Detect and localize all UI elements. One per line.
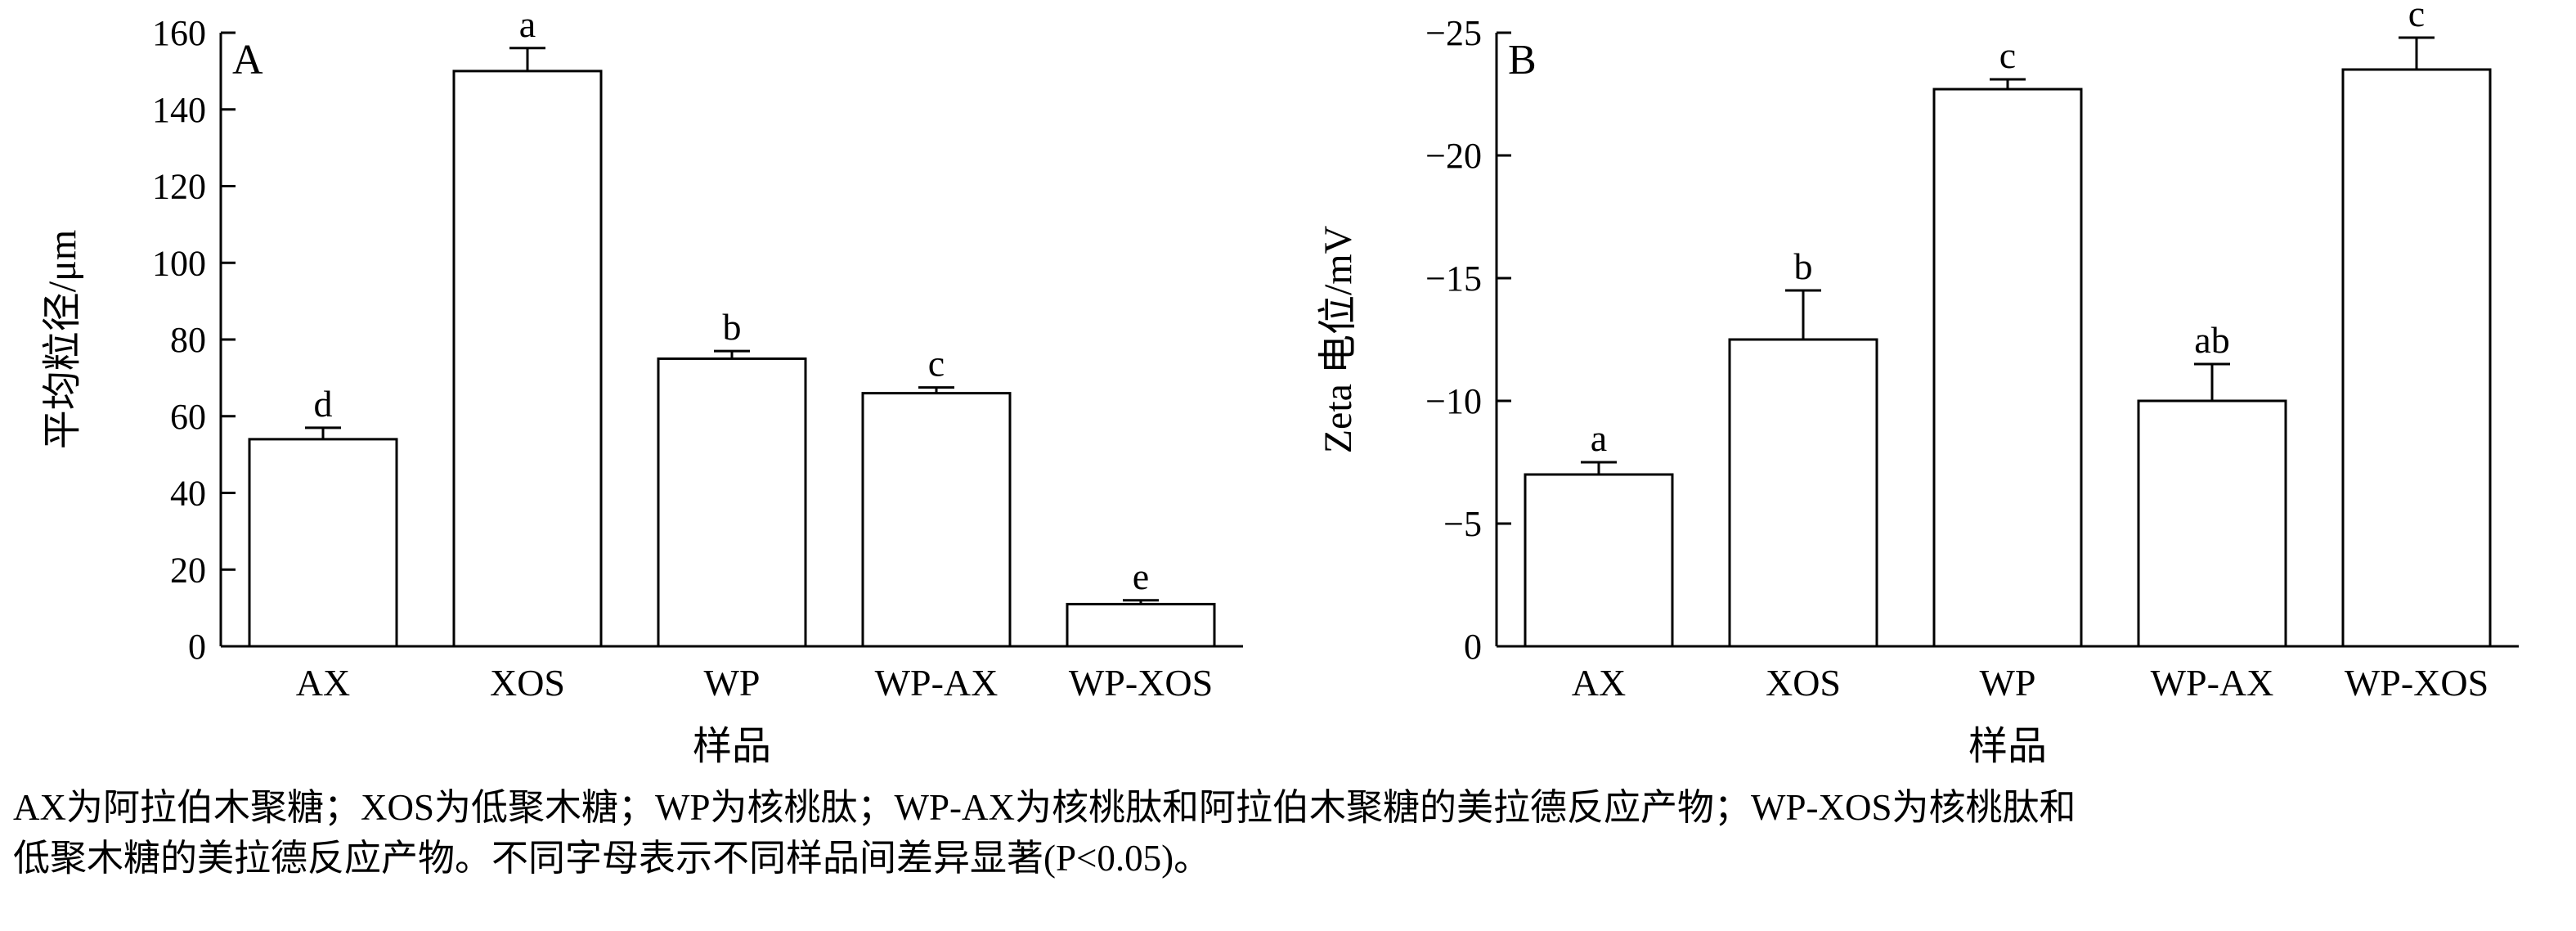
x-tick-label-AX: AX [296, 662, 350, 704]
bar-XOS [452, 70, 603, 648]
x-tick-label-WP-XOS: WP-XOS [1069, 662, 1213, 704]
y-axis-title: Zeta 电位/mV [1317, 225, 1360, 453]
y-tick-label: 40 [170, 474, 206, 514]
y-tick-label: −5 [1443, 504, 1482, 544]
x-axis-title: 样品 [1968, 725, 2047, 768]
sig-letter-WP-XOS: e [1133, 555, 1149, 597]
sig-letter-WP-XOS: c [2408, 0, 2425, 34]
sig-letter-WP-AX: c [928, 343, 945, 385]
y-tick-label: −10 [1425, 381, 1482, 421]
x-tick-label-XOS: XOS [1766, 662, 1841, 704]
bar-WP-AX [2137, 399, 2287, 648]
bar-AX [248, 438, 398, 648]
sig-letter-WP: b [723, 306, 742, 348]
sig-letter-WP: c [1999, 34, 2016, 76]
y-axis-title: 平均粒径/μm [41, 230, 84, 449]
bar-WP-XOS [2341, 68, 2492, 648]
y-tick-label: 0 [1464, 627, 1482, 667]
panel-a-container: 0 20 40 60 80 100 120 140 160 d AX a XOS b WP c WP-AX e WP… [16, 0, 1259, 777]
bar-WP-XOS [1066, 602, 1216, 648]
y-tick-label: −25 [1425, 13, 1482, 53]
caption-line-2: 低聚木糖的美拉德反应产物。不同字母表示不同样品间差异显著(P<0.05)。 [13, 838, 1211, 879]
figure-caption: AX为阿拉伯木聚糖；XOS为低聚木糖；WP为核桃肽；WP-AX为核桃肽和阿拉伯木… [0, 782, 2576, 884]
x-tick-label-WP-XOS: WP-XOS [2345, 662, 2488, 704]
bar-XOS [1728, 338, 1878, 648]
panel-label-B: B [1508, 37, 1537, 83]
bar-AX [1524, 473, 1674, 648]
sig-letter-XOS: a [519, 3, 536, 45]
y-tick-label: 120 [152, 167, 206, 207]
y-tick-label: 20 [170, 550, 206, 590]
y-tick-label: 80 [170, 320, 206, 360]
panel-label-A: A [232, 37, 263, 83]
x-tick-label-WP-AX: WP-AX [875, 662, 999, 704]
bar-chart-panel-B: 0 −5 −10 −15 −20 −25 a AX b XOS c WP ab WP-AX c WP-XOS B… [1317, 0, 2519, 768]
panel-b-container: 0 −5 −10 −15 −20 −25 a AX b XOS c WP ab WP-AX c WP-XOS B… [1292, 0, 2535, 777]
sig-letter-AX: a [1591, 417, 1607, 459]
x-tick-label-AX: AX [1572, 662, 1626, 704]
bar-WP-AX [861, 392, 1012, 648]
x-axis-title: 样品 [693, 725, 771, 768]
y-tick-label: 140 [152, 90, 206, 130]
bar-WP [657, 357, 807, 648]
y-tick-label: 60 [170, 397, 206, 437]
bar-WP [1932, 88, 2083, 648]
x-tick-label-XOS: XOS [490, 662, 565, 704]
y-tick-label: −20 [1425, 136, 1482, 176]
bar-chart-panel-A: 0 20 40 60 80 100 120 140 160 d AX a XOS b WP c WP-AX e WP… [41, 3, 1243, 768]
x-tick-label-WP: WP [704, 662, 761, 704]
y-tick-label: 160 [152, 13, 206, 53]
x-tick-label-WP: WP [1980, 662, 2036, 704]
charts-row: 0 20 40 60 80 100 120 140 160 d AX a XOS b WP c WP-AX e WP… [16, 0, 2535, 777]
caption-line-1: AX为阿拉伯木聚糖；XOS为低聚木糖；WP为核桃肽；WP-AX为核桃肽和阿拉伯木… [13, 787, 2076, 828]
x-tick-label-WP-AX: WP-AX [2151, 662, 2274, 704]
sig-letter-WP-AX: ab [2194, 319, 2229, 361]
sig-letter-AX: d [314, 383, 333, 425]
y-tick-label: 100 [152, 243, 206, 283]
y-tick-label: 0 [188, 627, 206, 667]
y-tick-label: −15 [1425, 259, 1482, 299]
sig-letter-XOS: b [1794, 245, 1813, 287]
